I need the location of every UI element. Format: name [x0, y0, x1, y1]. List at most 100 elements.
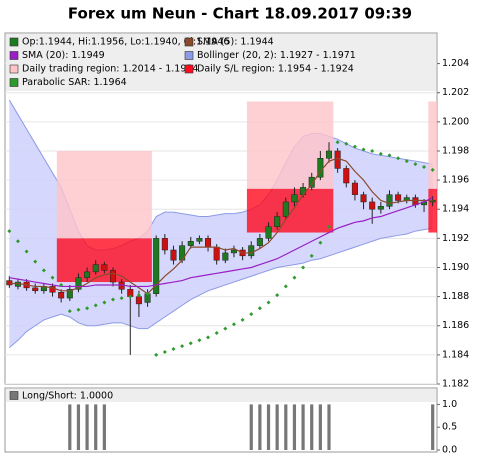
- sar-dot: [231, 322, 236, 327]
- sma-line: [9, 197, 433, 288]
- candle-body: [66, 289, 73, 299]
- candle-body: [256, 238, 263, 246]
- y-tick-label: 1.204: [442, 58, 469, 69]
- sar-dot: [214, 331, 219, 336]
- legend-label: Long/Short: 1.0000: [22, 391, 113, 402]
- sar-dot: [240, 317, 245, 322]
- candle-body: [101, 264, 108, 271]
- y-tick-label: 1.200: [442, 116, 469, 127]
- candle-body: [386, 194, 393, 207]
- sar-dot: [352, 144, 357, 149]
- sar-dot: [154, 352, 159, 357]
- legend-swatch: [184, 51, 194, 60]
- bar: [258, 404, 262, 450]
- legend-swatch: [9, 64, 19, 74]
- bar: [68, 404, 72, 450]
- bar: [94, 404, 98, 450]
- sar-dot: [404, 159, 409, 164]
- bar: [102, 404, 106, 450]
- bar: [318, 404, 322, 450]
- sar-dot: [344, 141, 349, 146]
- candle-body: [395, 194, 402, 201]
- bar: [301, 404, 305, 450]
- y-tick-label: 1.184: [442, 349, 469, 360]
- sar-dot: [257, 306, 262, 311]
- sar-dot: [136, 293, 141, 298]
- sar-dot: [378, 151, 383, 156]
- sar-dot: [111, 297, 115, 302]
- candle-body: [170, 249, 177, 261]
- candle-body: [196, 238, 203, 242]
- bollinger-lower: [8, 227, 433, 348]
- sar-dot: [361, 147, 366, 152]
- candle-body: [92, 264, 99, 273]
- legend-swatch: [9, 51, 19, 60]
- sar-dot: [309, 253, 314, 258]
- legend-swatch: [184, 37, 194, 47]
- candle-body: [308, 176, 315, 188]
- candle-body: [205, 238, 212, 248]
- candle-body: [369, 201, 376, 210]
- lower-plot: [68, 404, 435, 450]
- sar-dot: [7, 229, 12, 234]
- sar-dot: [197, 338, 202, 343]
- sar-dot: [335, 140, 340, 145]
- y-tick-label: 1.186: [442, 320, 469, 331]
- sar-dot: [171, 347, 176, 352]
- bar: [327, 404, 331, 450]
- overlay: 1.182 1.184 1.186 1.188 1.190 1.192 1.194 1.196…: [6, 34, 469, 456]
- bar: [266, 404, 271, 450]
- candle-body: [187, 241, 194, 246]
- candle-body: [213, 246, 220, 261]
- legend-label: Op:1.1944, Hi:1.1956, Lo:1.1940, Cl:1.19…: [22, 37, 229, 48]
- sar-dot: [413, 162, 418, 167]
- sar-dot: [249, 312, 254, 317]
- candle-body: [377, 206, 384, 210]
- candle-body: [75, 277, 82, 290]
- legend-label: Daily trading region: 1.2014 - 1.1954: [22, 64, 198, 75]
- candle-body: [230, 249, 237, 254]
- sar-dot: [370, 148, 375, 153]
- sar-dot: [430, 167, 435, 172]
- sar-dot: [180, 344, 185, 349]
- sar-dot: [327, 224, 331, 229]
- legend-label: Bollinger (20, 2): 1.1927 - 1.1971: [197, 50, 356, 61]
- bar: [310, 404, 314, 450]
- bar: [275, 404, 279, 450]
- candle-body: [135, 296, 142, 305]
- candle-body: [6, 280, 13, 286]
- legend-label: Daily S/L region: 1.1954 - 1.1924: [197, 64, 354, 75]
- bar: [292, 404, 297, 450]
- sar-dot: [145, 291, 150, 296]
- candle-body: [343, 168, 350, 184]
- chart-title: Forex um Neun - Chart 18.09.2017 09:39: [68, 5, 412, 23]
- sar-dot: [24, 249, 29, 254]
- candle-body: [265, 226, 272, 239]
- legend-swatch: [9, 78, 19, 87]
- bar: [85, 404, 89, 450]
- sar-dot: [85, 306, 90, 311]
- legend-label: SMA (5): 1.1944: [197, 37, 274, 48]
- sar-dot: [188, 341, 193, 346]
- candle-body: [153, 238, 160, 294]
- sar-dot: [33, 259, 38, 264]
- sar-dot: [15, 239, 20, 244]
- candle-body: [109, 270, 117, 283]
- candle-body: [248, 245, 255, 257]
- y-tick-label: 1.198: [442, 145, 469, 156]
- sar-dot: [128, 294, 133, 299]
- sar-dot: [50, 275, 55, 280]
- candle-body: [334, 150, 341, 169]
- y-tick-label: 1.0: [442, 399, 457, 410]
- candle-body: [360, 194, 367, 203]
- sar-dot: [206, 335, 211, 340]
- region: [246, 188, 334, 233]
- sma-line: [9, 157, 433, 295]
- legend-label: SMA (20): 1.1949: [22, 50, 105, 61]
- main-plot: [5, 63, 437, 384]
- region: [56, 150, 152, 239]
- sar-dot: [67, 309, 72, 314]
- legend-swatch: [184, 64, 194, 74]
- legend-swatch: [9, 391, 19, 400]
